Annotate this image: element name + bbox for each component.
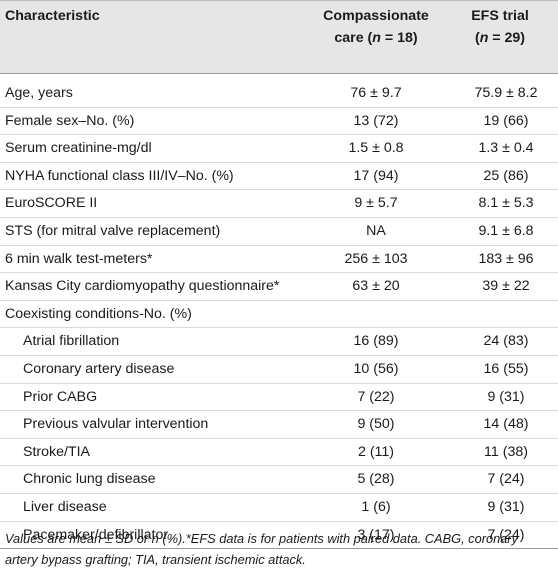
table-footnote: Values are mean ± SD or n (%).*EFS data … bbox=[5, 531, 518, 567]
row-characteristic: Coexisting conditions-No. (%) bbox=[0, 300, 306, 329]
table-row: 6 min walk test-meters* 256 ± 103 183 ± 96 bbox=[0, 245, 558, 274]
table-row: Stroke/TIA 2 (11) 11 (38) bbox=[0, 438, 558, 467]
row-compassionate-care-value: 9 (50) bbox=[306, 410, 446, 439]
row-efs-trial-value: 7 (24) bbox=[446, 465, 558, 494]
header-efs-trial: EFS trial (n = 29) bbox=[446, 0, 558, 74]
table-row: Chronic lung disease 5 (28) 7 (24) bbox=[0, 465, 558, 494]
row-efs-trial-value: 24 (83) bbox=[446, 327, 558, 356]
header-compassionate-line2-post: = 18) bbox=[380, 30, 418, 46]
table-row: Female sex–No. (%) 13 (72) 19 (66) bbox=[0, 107, 558, 136]
table-row: EuroSCORE II 9 ± 5.7 8.1 ± 5.3 bbox=[0, 189, 558, 218]
row-compassionate-care-value: 13 (72) bbox=[306, 107, 446, 136]
header-characteristic: Characteristic bbox=[0, 0, 306, 74]
row-efs-trial-value bbox=[446, 300, 558, 329]
row-characteristic: Age, years bbox=[0, 73, 306, 108]
row-compassionate-care-value: 1 (6) bbox=[306, 493, 446, 522]
row-characteristic: Prior CABG bbox=[0, 383, 306, 412]
header-compassionate-line1: Compassionate bbox=[323, 8, 429, 24]
table-row: Coexisting conditions-No. (%) bbox=[0, 300, 558, 329]
header-efs-n: n bbox=[479, 30, 489, 46]
row-compassionate-care-value: 7 (22) bbox=[306, 383, 446, 412]
row-efs-trial-value: 14 (48) bbox=[446, 410, 558, 439]
row-characteristic: Chronic lung disease bbox=[0, 465, 306, 494]
row-compassionate-care-value: 76 ± 9.7 bbox=[306, 73, 446, 108]
table-row: Liver disease 1 (6) 9 (31) bbox=[0, 493, 558, 522]
row-characteristic: Liver disease bbox=[0, 493, 306, 522]
row-characteristic: Coronary artery disease bbox=[0, 355, 306, 384]
row-characteristic: Kansas City cardiomyopathy questionnaire… bbox=[0, 272, 306, 301]
row-efs-trial-value: 1.3 ± 0.4 bbox=[446, 134, 558, 163]
row-compassionate-care-value: 256 ± 103 bbox=[306, 245, 446, 274]
table-row: Age, years 76 ± 9.7 75.9 ± 8.2 bbox=[0, 73, 558, 108]
header-efs-line1: EFS trial bbox=[471, 8, 529, 24]
header-efs-line2-pre: ( bbox=[474, 30, 480, 46]
table-row: Prior CABG 7 (22) 9 (31) bbox=[0, 383, 558, 412]
table-row: Kansas City cardiomyopathy questionnaire… bbox=[0, 272, 558, 301]
table-header-row: Characteristic Compassionate care (n = 1… bbox=[0, 0, 558, 74]
row-efs-trial-value: 8.1 ± 5.3 bbox=[446, 189, 558, 218]
row-efs-trial-value: 16 (55) bbox=[446, 355, 558, 384]
row-compassionate-care-value: 17 (94) bbox=[306, 162, 446, 191]
row-efs-trial-value: 9 (31) bbox=[446, 493, 558, 522]
row-characteristic: 6 min walk test-meters* bbox=[0, 245, 306, 274]
table-row: Pacemaker/defibrillator 3 (17) 7 (24) bbox=[0, 521, 558, 550]
row-characteristic: Atrial fibrillation bbox=[0, 327, 306, 356]
table-row: Serum creatinine-mg/dl 1.5 ± 0.8 1.3 ± 0.4 bbox=[0, 134, 558, 163]
row-characteristic: STS (for mitral valve replacement) bbox=[0, 217, 306, 246]
row-compassionate-care-value: 63 ± 20 bbox=[306, 272, 446, 301]
row-efs-trial-value: 9 (31) bbox=[446, 383, 558, 412]
row-characteristic: NYHA functional class III/IV–No. (%) bbox=[0, 162, 306, 191]
row-characteristic: Female sex–No. (%) bbox=[0, 107, 306, 136]
table-row: NYHA functional class III/IV–No. (%) 17 (… bbox=[0, 162, 558, 191]
row-efs-trial-value: 19 (66) bbox=[446, 107, 558, 136]
row-compassionate-care-value: 2 (11) bbox=[306, 438, 446, 467]
row-compassionate-care-value: 16 (89) bbox=[306, 327, 446, 356]
row-efs-trial-value: 11 (38) bbox=[446, 438, 558, 467]
header-compassionate-care: Compassionate care (n = 18) bbox=[306, 0, 446, 74]
row-compassionate-care-value bbox=[306, 300, 446, 329]
header-compassionate-n: n bbox=[372, 30, 381, 46]
row-characteristic: Pacemaker/defibrillator bbox=[0, 521, 306, 550]
row-characteristic: Serum creatinine-mg/dl bbox=[0, 134, 306, 163]
table-body: Age, years 76 ± 9.7 75.9 ± 8.2 Female sex–N… bbox=[0, 73, 558, 550]
row-efs-trial-value: 75.9 ± 8.2 bbox=[446, 73, 558, 108]
characteristics-table: Characteristic Compassionate care (n = 1… bbox=[0, 0, 558, 550]
row-compassionate-care-value: 9 ± 5.7 bbox=[306, 189, 446, 218]
row-characteristic: EuroSCORE II bbox=[0, 189, 306, 218]
header-compassionate-line2-pre: care ( bbox=[334, 30, 373, 46]
row-compassionate-care-value: NA bbox=[306, 217, 446, 246]
table-row: Previous valvular intervention 9 (50) 14 (… bbox=[0, 410, 558, 439]
row-efs-trial-value: 9.1 ± 6.8 bbox=[446, 217, 558, 246]
row-characteristic: Previous valvular intervention bbox=[0, 410, 306, 439]
row-efs-trial-value: 183 ± 96 bbox=[446, 245, 558, 274]
table-row: Atrial fibrillation 16 (89) 24 (83) bbox=[0, 327, 558, 356]
row-efs-trial-value: 25 (86) bbox=[446, 162, 558, 191]
row-compassionate-care-value: 10 (56) bbox=[306, 355, 446, 384]
row-compassionate-care-value: 1.5 ± 0.8 bbox=[306, 134, 446, 163]
header-efs-line2-post: = 29) bbox=[488, 30, 526, 46]
table-row: STS (for mitral valve replacement) NA 9.1 … bbox=[0, 217, 558, 246]
row-efs-trial-value: 39 ± 22 bbox=[446, 272, 558, 301]
row-efs-trial-value: 7 (24) bbox=[446, 521, 558, 550]
row-compassionate-care-value: 5 (28) bbox=[306, 465, 446, 494]
row-compassionate-care-value: 3 (17) bbox=[306, 521, 446, 550]
row-characteristic: Stroke/TIA bbox=[0, 438, 306, 467]
table-row: Coronary artery disease 10 (56) 16 (55) bbox=[0, 355, 558, 384]
